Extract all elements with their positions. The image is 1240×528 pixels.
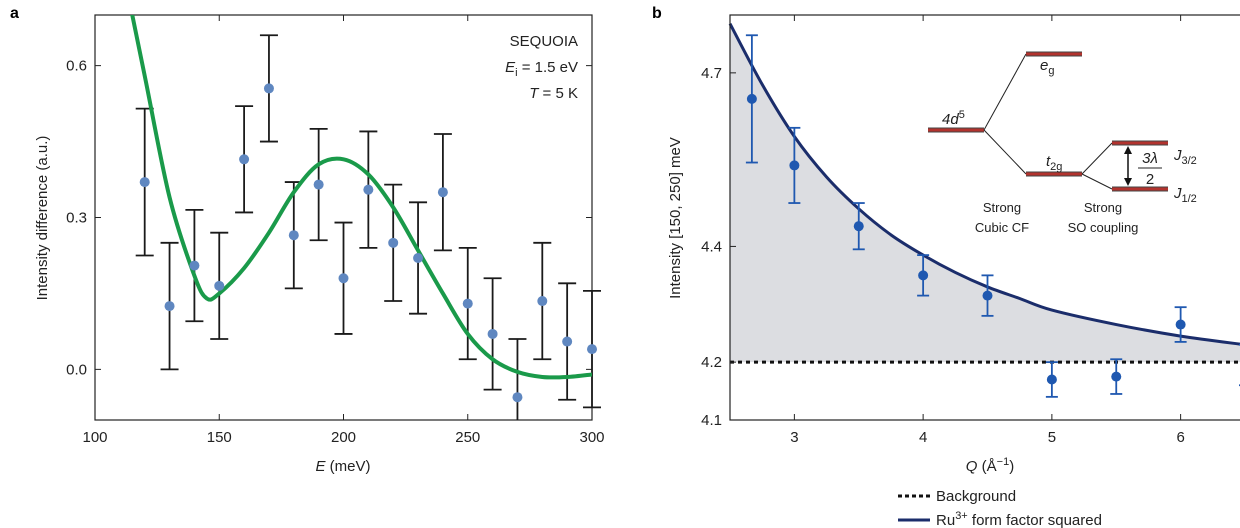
panel-a-data-point	[288, 230, 299, 241]
panel-b-x-tick-label: 5	[1048, 429, 1056, 446]
level-eg-label: eg	[1040, 57, 1054, 77]
panel-b-frame	[729, 14, 1240, 421]
panel-a-data-point	[214, 280, 225, 291]
panel-a-y-tick-label: 0.0	[66, 361, 87, 378]
panel-a-data-point	[189, 260, 200, 271]
panel-b-form-factor-curve	[728, 22, 1240, 346]
panel-a-label: a	[10, 5, 19, 22]
panel-a-x-ticks: 100 150 200 250 300	[82, 15, 605, 446]
panel-b-data-points	[746, 93, 1186, 385]
splitting-numerator: 3λ	[1142, 150, 1158, 167]
strong-cf-label-line1: Strong	[983, 200, 1021, 215]
panel-a-data-point	[587, 344, 597, 355]
panel-b-data-point	[789, 160, 800, 171]
panel-a-y-axis-label: Intensity difference (a.u.)	[34, 136, 51, 301]
panel-b-shaded-area	[730, 23, 1240, 363]
panel-a-data-point	[263, 83, 274, 94]
panel-b-label: b	[652, 5, 662, 22]
panel-b-data-point	[982, 290, 993, 301]
panel-a-plot: 100 150 200 250 300 0.0 0.3 0.6 SEQUOIA Ei = 1…	[34, 14, 605, 475]
panel-a-data-point	[562, 336, 573, 347]
strong-so-label-line2: SO coupling	[1068, 220, 1139, 235]
panel-b-data-point	[1111, 371, 1122, 382]
panel-a-annotation-temperature: T = 5 K	[529, 85, 578, 102]
panel-b-y-tick-label: 4.1	[701, 412, 722, 429]
panel-b-plot: 3 4 5 6 4.1 4.2 4.4 4.7	[667, 14, 1240, 528]
panel-a-annotation-ei: Ei = 1.5 eV	[505, 59, 578, 79]
panel-a-data-point	[164, 301, 175, 312]
panel-a-data-point	[462, 298, 473, 309]
panel-a-x-axis-label: E (meV)	[315, 458, 370, 475]
panel-b-x-tick-label: 6	[1176, 429, 1184, 446]
panel-a-y-tick-label: 0.6	[66, 58, 87, 75]
splitting-denominator: 2	[1146, 171, 1154, 188]
panel-a-data-points	[139, 83, 597, 403]
panel-a-data-point	[388, 237, 399, 248]
panel-a-fit-curve	[130, 15, 592, 380]
splitting-arrow-head-down	[1124, 178, 1132, 186]
panel-b-y-tick-label: 4.2	[701, 354, 722, 371]
panel-b-data-point	[1046, 374, 1057, 385]
connector-4d-t2g	[983, 129, 1027, 175]
panel-a-x-tick-label: 100	[82, 429, 107, 446]
panel-a-data-point	[313, 179, 324, 190]
panel-b-legend: Background Ru3+ form factor squared	[898, 488, 1102, 528]
panel-b-y-axis-label: Intensity [150, 250] meV	[667, 137, 684, 299]
panel-b-x-tick-label: 4	[919, 429, 927, 446]
panel-b-y-tick-label: 4.7	[701, 65, 722, 82]
panel-b-x-ticks: 3 4 5 6	[790, 15, 1185, 446]
panel-a-annotation-instrument: SEQUOIA	[510, 33, 578, 50]
panel-a-y-tick-label: 0.3	[66, 210, 87, 227]
panel-a-data-point	[413, 253, 424, 263]
strong-so-label-line1: Strong	[1084, 200, 1122, 215]
level-t2g-label: t2g	[1046, 153, 1062, 173]
panel-b-y-ticks: 4.1 4.2 4.4 4.7	[701, 65, 736, 429]
level-j12-label: J1/2	[1173, 185, 1197, 205]
level-j32-label: J3/2	[1173, 147, 1197, 167]
strong-cf-label-line2: Cubic CF	[975, 220, 1029, 235]
panel-a-data-point	[537, 296, 548, 307]
panel-b-y-tick-label: 4.4	[701, 238, 722, 255]
connector-t2g-j12	[1081, 173, 1113, 190]
panel-a-x-tick-label: 250	[455, 429, 480, 446]
legend-form-factor-label: Ru3+ form factor squared	[936, 510, 1102, 528]
panel-b-data-point	[746, 93, 757, 104]
panel-a-data-point	[139, 177, 150, 188]
legend-background-label: Background	[936, 488, 1016, 505]
panel-a-x-tick-label: 200	[331, 429, 356, 446]
splitting-arrow-head-up	[1124, 146, 1132, 154]
panel-b-x-tick-label: 3	[790, 429, 798, 446]
panel-b-x-axis-label: Q (Å−1)	[966, 456, 1014, 475]
panel-b-level-diagram: 4d5 eg t2g J3/2 J1/2 3λ 2 Strong Cubic C…	[928, 51, 1197, 235]
panel-a-data-point	[239, 154, 250, 165]
connector-t2g-j32	[1081, 142, 1113, 175]
panel-b-data-point	[853, 221, 864, 232]
panel-a-y-ticks: 0.0 0.3 0.6	[66, 58, 592, 378]
panel-a-x-tick-label: 300	[579, 429, 604, 446]
panel-a-data-point	[363, 184, 374, 195]
panel-a-x-tick-label: 150	[207, 429, 232, 446]
panel-b-data-point	[918, 270, 929, 281]
panel-b-data-point	[1175, 319, 1186, 330]
panel-a-data-point	[338, 273, 349, 284]
connector-4d-eg	[983, 53, 1027, 131]
panel-a-data-point	[487, 328, 498, 339]
panel-a-data-point	[437, 187, 448, 198]
panel-a-data-point	[512, 392, 523, 403]
level-4d5-label: 4d5	[942, 109, 965, 128]
